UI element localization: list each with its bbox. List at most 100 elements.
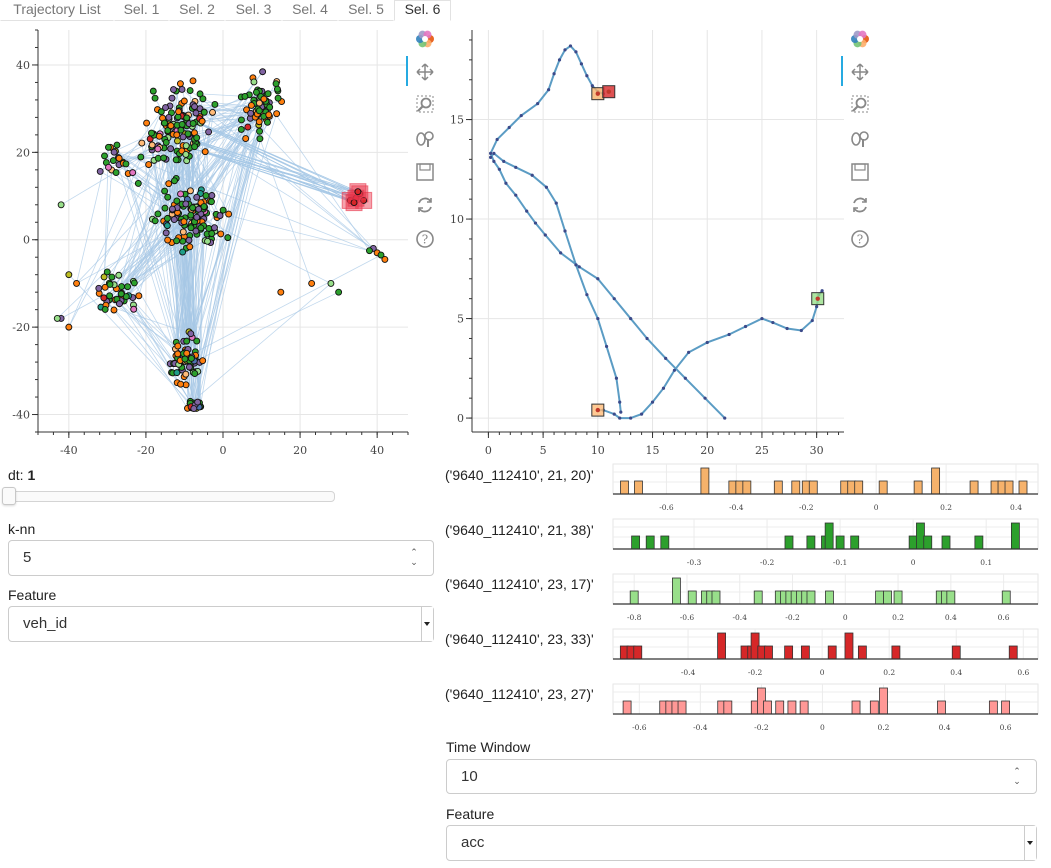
scatter-point bbox=[189, 120, 197, 127]
histogram-4[interactable]: -0.4 -0.2 0 0.2 0.4 0.6 bbox=[610, 627, 1040, 679]
histogram-bar bbox=[883, 590, 892, 605]
histogram-tick-label: 0 bbox=[874, 503, 879, 512]
histogram-5[interactable]: -0.6 -0.4 -0.2 0 0.2 0.4 0.6 bbox=[610, 682, 1040, 734]
tab-sel-2[interactable]: Sel. 2 bbox=[169, 0, 225, 21]
trajectory-point bbox=[743, 324, 748, 329]
histogram-tick-label: -0.4 bbox=[733, 613, 748, 622]
scatter-point bbox=[173, 131, 181, 139]
trajectory-point bbox=[612, 412, 616, 416]
tab-sel-3[interactable]: Sel. 3 bbox=[225, 0, 282, 21]
scatter-point bbox=[115, 154, 123, 162]
trajectory-point bbox=[544, 185, 548, 189]
tab-trajectory-list[interactable]: Trajectory List bbox=[0, 0, 114, 21]
histogram-bar bbox=[891, 645, 901, 660]
trajectory-plot[interactable]: 0 5 10 15 20 25 30 0 5 10 15 bbox=[440, 22, 846, 462]
knn-input[interactable]: 5 ⌃ ⌄ bbox=[8, 540, 434, 576]
scatter-point bbox=[187, 354, 195, 362]
wheel-zoom-icon[interactable] bbox=[414, 128, 436, 150]
dt-slider-handle[interactable] bbox=[2, 487, 16, 505]
time-window-input[interactable]: 10 ⌃ ⌄ bbox=[446, 759, 1037, 794]
active-tool-indicator bbox=[841, 56, 843, 86]
trajectory-marker-dot bbox=[606, 89, 611, 94]
embedding-scatter-plot[interactable]: -40 -20 0 20 40 -40 -20 0 20 40 bbox=[0, 22, 410, 462]
scatter-point bbox=[189, 204, 197, 212]
tab-sel-5[interactable]: Sel. 5 bbox=[338, 0, 394, 21]
trajectory-point bbox=[514, 193, 518, 197]
box-zoom-icon[interactable] bbox=[849, 93, 871, 115]
histogram-tick-label: -0.2 bbox=[754, 723, 769, 732]
knn-spinner-icon[interactable]: ⌃ ⌄ bbox=[410, 547, 418, 567]
scatter-point bbox=[198, 117, 206, 125]
x-tick-label: 10 bbox=[591, 444, 605, 457]
y-tick-label: 0 bbox=[23, 234, 30, 247]
histogram-bar bbox=[825, 590, 834, 605]
scatter-point bbox=[308, 279, 316, 287]
trajectory-point bbox=[683, 376, 687, 380]
scatter-point bbox=[130, 279, 138, 287]
scatter-point bbox=[187, 330, 195, 338]
tab-sel-6[interactable]: Sel. 6 bbox=[394, 0, 451, 21]
scatter-point bbox=[187, 224, 195, 232]
scatter-point bbox=[255, 118, 263, 126]
knn-label: k-nn bbox=[8, 521, 36, 537]
time-window-spinner-icon[interactable]: ⌃ ⌄ bbox=[1013, 766, 1021, 786]
save-icon[interactable] bbox=[849, 161, 871, 183]
scatter-point bbox=[130, 305, 138, 313]
x-tick-label: 0 bbox=[220, 444, 227, 457]
feature-select-left[interactable]: veh_id bbox=[8, 606, 434, 642]
chevron-down-icon[interactable] bbox=[421, 607, 433, 641]
box-zoom-icon[interactable] bbox=[414, 93, 436, 115]
feature-select-right[interactable]: acc bbox=[446, 825, 1037, 861]
histogram-bar bbox=[1004, 480, 1014, 495]
trajectory-point bbox=[563, 229, 567, 233]
knn-edge bbox=[76, 216, 198, 284]
pan-icon[interactable] bbox=[849, 61, 871, 83]
scatter-point bbox=[157, 108, 165, 116]
scatter-point bbox=[167, 122, 175, 130]
histogram-1[interactable]: -0.6 -0.4 -0.2 0 0.2 0.4 bbox=[610, 462, 1040, 514]
histogram-frame bbox=[612, 628, 1039, 660]
scatter-point bbox=[161, 119, 168, 127]
histogram-tick-label: -0.6 bbox=[632, 723, 647, 732]
reset-icon[interactable] bbox=[849, 194, 871, 216]
knn-edge bbox=[190, 283, 332, 404]
knn-edge bbox=[181, 89, 386, 260]
histogram-bar bbox=[857, 645, 867, 660]
tab-sel-1[interactable]: Sel. 1 bbox=[114, 0, 169, 21]
pan-icon[interactable] bbox=[414, 61, 436, 83]
reset-icon[interactable] bbox=[414, 194, 436, 216]
histogram-bar bbox=[869, 700, 879, 715]
scatter-point bbox=[224, 234, 232, 242]
dt-slider-track[interactable] bbox=[8, 491, 335, 502]
scatter-point bbox=[180, 218, 188, 226]
histogram-bar bbox=[800, 645, 810, 660]
scatter-point bbox=[145, 161, 153, 169]
histogram-2[interactable]: -0.3 -0.2 -0.1 0 0.1 bbox=[610, 517, 1040, 569]
tab-sel-4[interactable]: Sel. 4 bbox=[282, 0, 338, 21]
knn-edge bbox=[189, 147, 355, 203]
wheel-zoom-icon[interactable] bbox=[849, 128, 871, 150]
trajectory-point bbox=[810, 318, 814, 323]
scatter-point bbox=[244, 123, 252, 131]
histogram-bar bbox=[931, 467, 941, 495]
scatter-point bbox=[160, 154, 168, 162]
scatter-point bbox=[186, 243, 194, 251]
scatter-point bbox=[135, 292, 143, 300]
scatter-point bbox=[189, 77, 197, 85]
scatter-point bbox=[174, 342, 182, 350]
help-icon[interactable]: ? bbox=[414, 228, 436, 250]
histogram-bar bbox=[806, 590, 816, 605]
trajectory-point bbox=[507, 125, 511, 130]
help-icon[interactable]: ? bbox=[849, 228, 871, 250]
chevron-down-icon[interactable] bbox=[1024, 826, 1036, 860]
save-icon[interactable] bbox=[414, 161, 436, 183]
trajectory-point bbox=[590, 84, 594, 88]
scatter-point bbox=[177, 190, 185, 198]
x-tick-label: 20 bbox=[293, 444, 307, 457]
histogram-bar bbox=[875, 590, 884, 605]
knn-edge bbox=[108, 146, 199, 212]
histogram-3[interactable]: -0.8 -0.6 -0.4 -0.2 0 0.2 0.4 0.6 bbox=[610, 572, 1040, 624]
histogram-tick-label: 0.6 bbox=[998, 613, 1010, 622]
scatter-point bbox=[256, 135, 264, 143]
hist-label-5: ('9640_112410', 23, 27)' bbox=[445, 686, 594, 702]
